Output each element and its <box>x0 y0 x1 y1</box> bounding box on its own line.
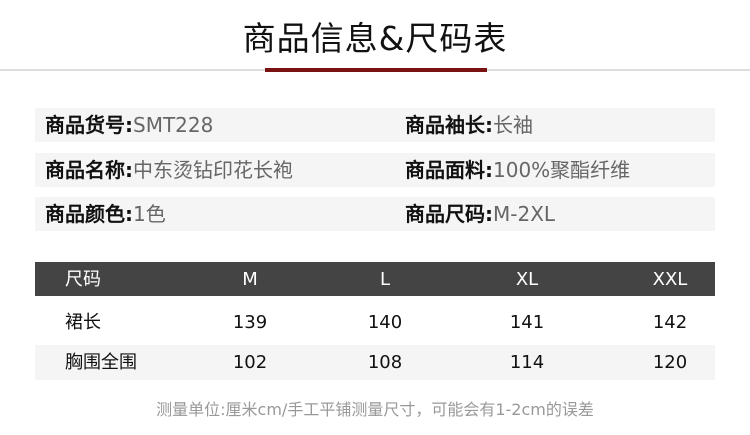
table-cell: 120 <box>652 352 688 373</box>
table-row: 裙长 139 140 141 142 <box>35 305 715 340</box>
info-label: 商品货号: <box>45 113 133 137</box>
info-item: 商品面料:100%聚酯纤维 <box>405 153 630 187</box>
info-label: 商品名称: <box>45 158 133 182</box>
info-item: 商品货号:SMT228 <box>45 108 213 142</box>
info-row: 商品颜色:1色 商品尺码:M-2XL <box>35 197 715 231</box>
table-cell: 114 <box>509 352 545 373</box>
info-label: 商品颜色: <box>45 202 133 226</box>
info-row: 商品名称:中东烫钻印花长袍 商品面料:100%聚酯纤维 <box>35 153 715 187</box>
table-cell: 141 <box>509 312 545 333</box>
info-label: 商品尺码: <box>405 202 493 226</box>
page-title: 商品信息&尺码表 <box>242 19 508 58</box>
header-cell: M <box>242 269 258 290</box>
info-value: 100%聚酯纤维 <box>493 158 631 182</box>
table-cell: 142 <box>652 312 688 333</box>
info-item: 商品袖长:长袖 <box>405 108 533 142</box>
table-cell: 108 <box>367 352 403 373</box>
info-value: 长袖 <box>493 113 533 137</box>
info-label: 商品面料: <box>405 158 493 182</box>
info-value: 中东烫钻印花长袍 <box>133 158 293 182</box>
table-cell: 102 <box>232 352 268 373</box>
info-row: 商品货号:SMT228 商品袖长:长袖 <box>35 108 715 142</box>
info-value: SMT228 <box>133 113 214 137</box>
title-accent-bar <box>265 68 487 72</box>
info-item: 商品颜色:1色 <box>45 197 166 231</box>
header-cell: XXL <box>652 269 688 290</box>
info-item: 商品尺码:M-2XL <box>405 197 555 231</box>
table-cell: 139 <box>232 312 268 333</box>
header-cell: 尺码 <box>65 269 101 290</box>
header-cell: L <box>379 269 391 290</box>
measurement-note: 测量单位:厘米cm/手工平铺测量尺寸，可能会有1-2cm的误差 <box>156 400 594 419</box>
info-item: 商品名称:中东烫钻印花长袍 <box>45 153 293 187</box>
info-value: M-2XL <box>493 202 556 226</box>
row-label: 胸围全围 <box>65 352 137 373</box>
size-table-header: 尺码 M L XL XXL <box>35 262 715 296</box>
table-cell: 140 <box>367 312 403 333</box>
row-label: 裙长 <box>65 312 101 333</box>
table-row: 胸围全围 102 108 114 120 <box>35 345 715 380</box>
info-label: 商品袖长: <box>405 113 493 137</box>
header-cell: XL <box>515 269 539 290</box>
info-value: 1色 <box>133 202 166 226</box>
